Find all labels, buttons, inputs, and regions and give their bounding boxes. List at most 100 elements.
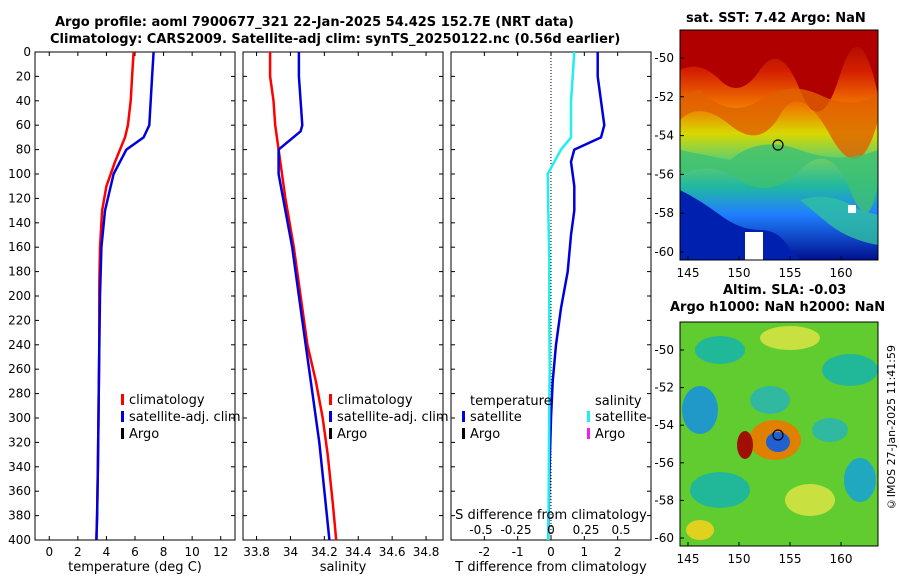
y-tick-label: 180	[8, 265, 31, 279]
legend-swatch	[462, 428, 465, 439]
x-tick-label: 0	[547, 545, 555, 559]
x-tick-label: 4	[103, 545, 111, 559]
legend-swatch	[329, 394, 332, 405]
sla-y-tick-label: -50	[654, 343, 674, 357]
sla-y-tick-label: -56	[654, 456, 674, 470]
top-axis-label: S difference from climatology	[455, 508, 647, 523]
y-tick-label: 120	[8, 191, 31, 205]
x-tick-label: 0	[45, 545, 53, 559]
legend-swatch	[587, 411, 590, 422]
y-tick-label: 100	[8, 167, 31, 181]
sst-x-tick-label: 150	[728, 266, 751, 280]
legend-swatch	[462, 411, 465, 422]
sla-y-tick-label: -54	[654, 418, 674, 432]
y-tick-label: 240	[8, 338, 31, 352]
sla-y-tick-label: -58	[654, 493, 674, 507]
sla-map	[679, 321, 879, 547]
sst-map	[679, 29, 879, 261]
y-tick-label: 160	[8, 240, 31, 254]
sla-x-tick-label: 155	[779, 552, 802, 566]
sla-x-tick-label: 150	[728, 552, 751, 566]
x-tick-label: 34.2	[311, 545, 338, 559]
sla-x-tick-label: 145	[677, 552, 700, 566]
x-tick-label: 34	[283, 545, 298, 559]
series-line-satellite-adj-clim	[277, 52, 331, 541]
sla-map-title-line2: Argo h1000: NaN h2000: NaN	[670, 300, 886, 315]
top-tick-label: 0.25	[573, 523, 600, 537]
sst-y-tick-label: -60	[654, 245, 674, 259]
y-tick-label: 300	[8, 411, 31, 425]
sst-argo-location-marker	[772, 139, 784, 151]
y-tick-label: 280	[8, 387, 31, 401]
legend-label: satellite-adj. clim	[337, 410, 449, 425]
sst-y-tick-label: -56	[654, 167, 674, 181]
top-tick-label: -0.25	[500, 523, 531, 537]
x-tick-label: 10	[185, 545, 200, 559]
y-tick-label: 0	[23, 45, 31, 59]
sst-x-tick-label: 155	[779, 266, 802, 280]
top-tick-label: -0.5	[469, 523, 492, 537]
top-tick-label: 0	[547, 523, 555, 537]
y-tick-label: 380	[8, 509, 31, 523]
y-tick-label: 260	[8, 362, 31, 376]
legend-label: Argo	[470, 427, 500, 442]
legend-swatch	[121, 411, 124, 422]
sst-y-tick-label: -58	[654, 206, 674, 220]
y-tick-label: 200	[8, 289, 31, 303]
legend-heading-temperature: temperature	[470, 394, 552, 409]
legend-swatch	[587, 428, 590, 439]
legend-label: climatology	[129, 393, 205, 408]
header-title-line1: Argo profile: aoml 7900677_321 22-Jan-20…	[55, 15, 574, 30]
x-tick-label: 1	[581, 545, 589, 559]
x-axis-label: salinity	[320, 560, 367, 575]
sst-y-tick-label: -50	[654, 51, 674, 65]
sst-x-tick-label: 145	[677, 266, 700, 280]
series-line-satellite-adj-clim	[95, 51, 155, 541]
y-tick-label: 40	[16, 94, 31, 108]
series-line-climatology	[268, 52, 338, 541]
legend-label: satellite	[595, 410, 647, 425]
panel-diff: -2 -1 0 1 2T difference from climatology S di…	[450, 51, 652, 575]
legend-label: Argo	[595, 427, 625, 442]
x-tick-label: 8	[160, 545, 168, 559]
sla-x-tick-label: 160	[830, 552, 853, 566]
sla-y-tick-label: -60	[654, 531, 674, 545]
y-tick-label: 320	[8, 435, 31, 449]
x-tick-label: 34.6	[379, 545, 406, 559]
legend-label: Argo	[337, 427, 367, 442]
sst-y-tick-label: -54	[654, 129, 674, 143]
legend-label: Argo	[129, 427, 159, 442]
y-tick-label: 360	[8, 484, 31, 498]
y-tick-label: 20	[16, 69, 31, 83]
legend-label: satellite	[470, 410, 522, 425]
sst-y-tick-label: -52	[654, 90, 674, 104]
y-tick-label: 140	[8, 216, 31, 230]
legend-swatch	[329, 411, 332, 422]
legend-swatch	[329, 428, 332, 439]
x-axis-label: temperature (deg C)	[68, 560, 202, 575]
y-tick-label: 60	[16, 118, 31, 132]
x-tick-label: 33.8	[243, 545, 270, 559]
sst-x-tick-label: 160	[830, 266, 853, 280]
legend-swatch	[121, 428, 124, 439]
sal-frame	[242, 51, 444, 541]
series-line-climatology	[95, 51, 135, 541]
legend-label: satellite-adj. clim	[129, 410, 241, 425]
y-tick-label: 220	[8, 313, 31, 327]
legend-swatch	[121, 394, 124, 405]
y-tick-label: 400	[8, 533, 31, 547]
x-axis-label: T difference from climatology	[454, 560, 647, 575]
y-tick-label: 340	[8, 460, 31, 474]
panel-sal: 33.8 34 34.2 34.4 34.6 34.8 salinity climatolog…	[242, 51, 449, 575]
x-tick-label: 2	[614, 545, 622, 559]
x-tick-label: 2	[74, 545, 82, 559]
temp-frame	[34, 51, 236, 541]
sla-y-tick-label: -52	[654, 381, 674, 395]
sla-map-title-line1: Altim. SLA: -0.03	[723, 283, 847, 298]
top-tick-label: 0.5	[611, 523, 630, 537]
x-tick-label: -1	[512, 545, 524, 559]
panel-temp: 0204060801001201401601802002202402602803…	[8, 45, 241, 575]
header-title-line2: Climatology: CARS2009. Satellite-adj cli…	[50, 32, 621, 47]
x-tick-label: 12	[213, 545, 228, 559]
